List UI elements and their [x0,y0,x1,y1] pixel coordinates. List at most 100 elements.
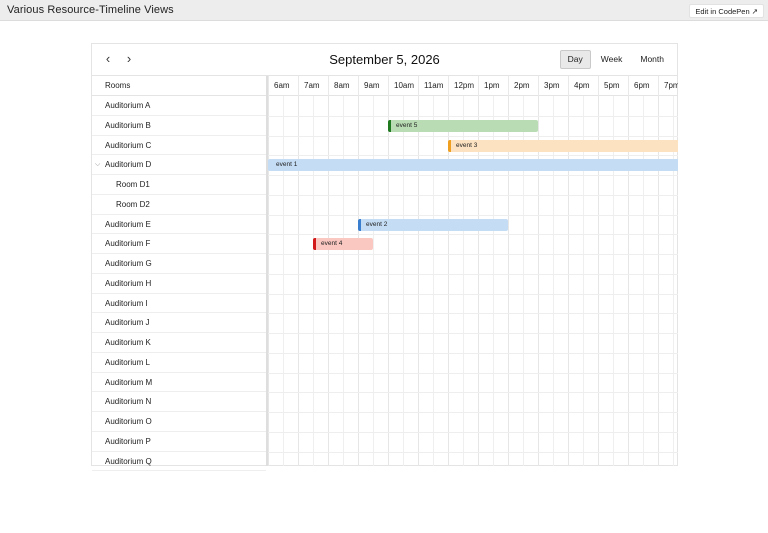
top-bar: Various Resource-Timeline Views Edit in … [0,0,768,21]
resource-row: Auditorium K [92,333,266,353]
view-month-button[interactable]: Month [640,54,664,64]
time-slot-label: 10am [388,76,418,96]
calendar-date-title: September 5, 2026 [329,52,440,67]
next-chevron-icon[interactable]: › [126,51,132,66]
time-slot-label: 8am [328,76,358,96]
grid-line [433,96,434,466]
event-bar[interactable]: event 3 [448,139,678,152]
calendar-toolbar: ‹ › September 5, 2026 Day Week Month [92,44,677,76]
resource-column: Rooms Auditorium A Auditorium B Auditorium… [92,76,268,472]
grid-line [493,96,494,466]
resource-label: Auditorium L [105,357,150,367]
resource-row: Auditorium C [92,136,266,156]
row-divider [268,431,678,433]
resource-label: Room D2 [116,199,150,209]
resource-row: Auditorium E [92,215,266,235]
event-bar[interactable]: event 1 [268,159,678,172]
view-day-button[interactable]: Day [559,50,591,69]
resource-row: Room D1 [92,175,266,195]
resource-row: Auditorium F [92,234,266,254]
grid-line [418,96,419,466]
row-divider [268,234,678,236]
prev-chevron-icon[interactable]: ‹ [105,51,111,66]
grid-line [613,96,614,466]
row-divider [268,412,678,413]
event-bar[interactable]: event 5 [388,119,538,132]
grid-line [598,96,599,466]
row-divider [268,293,678,295]
grid-line [298,96,299,466]
resource-row: Auditorium G [92,254,266,274]
row-divider [268,155,678,157]
resource-row: Auditorium J [92,313,266,333]
resource-label: Auditorium F [105,239,151,249]
calendar: ‹ › September 5, 2026 Day Week Month Roo… [91,43,678,472]
time-slot-label: 9am [358,76,388,96]
page-title: Various Resource-Timeline Views [7,4,174,16]
resource-label: Auditorium P [105,436,151,446]
time-slot-label: 11am [418,76,448,96]
time-slot-label: 6pm [628,76,658,96]
row-divider [268,392,678,394]
resource-label: Auditorium I [105,298,148,308]
resource-row: Auditorium Q [92,452,266,472]
time-slot-label: 5pm [598,76,628,96]
time-slot-label: 1pm [478,76,508,96]
grid-line [268,96,269,466]
row-divider [268,135,678,137]
grid-line [283,96,284,466]
view-switcher: Day Week Month [559,50,672,69]
row-divider [268,372,678,374]
grid-line [643,96,644,466]
grid-line [478,96,479,466]
grid-line [448,96,449,466]
resource-row: Auditorium B [92,116,266,136]
row-divider [268,194,678,196]
resource-label: Auditorium M [105,377,153,387]
resource-label: Auditorium O [105,417,152,426]
time-slot-label: 7am [298,76,328,96]
row-divider [268,313,678,315]
time-slot-label: 6am [268,76,298,96]
resource-label: Auditorium J [105,318,150,328]
event-bar[interactable]: event 4 [313,238,373,251]
resource-row: Auditorium A [92,96,266,116]
grid-line [523,96,524,466]
grid-line [553,96,554,466]
view-week-button[interactable]: Week [600,54,623,64]
row-divider [268,214,678,216]
grid-line [388,96,389,466]
time-slot-label: 3pm [538,76,568,96]
resource-label: Auditorium A [105,101,151,110]
grid-line [463,96,464,466]
timeline-grid[interactable]: 6am 7am 8am 9am 10am 11am 12pm 1pm 2pm 3pm 4pm 5pm 6… [268,76,678,466]
resource-label: Auditorium N [105,397,152,407]
edit-in-codepen-button[interactable]: Edit in CodePen ↗ [689,4,764,18]
grid-line [658,96,659,466]
grid-line [343,96,344,466]
resource-row: Auditorium I [92,294,266,314]
grid-line [508,96,509,466]
resource-row: Auditorium P [92,432,266,452]
resource-label: Auditorium E [105,219,151,229]
expand-chevron-icon[interactable]: ⌵ [95,161,101,169]
resource-row: Room D2 [92,195,266,215]
row-divider [268,333,678,334]
row-divider [268,115,678,117]
resource-row: Auditorium M [92,373,266,393]
row-divider [268,451,678,453]
time-slot-label: 7pm [658,76,678,96]
resource-label: Auditorium H [105,278,152,288]
grid-line [538,96,539,466]
time-slot-label: 4pm [568,76,598,96]
time-slot-label: 12pm [448,76,478,96]
grid-line [373,96,374,466]
row-divider [268,254,678,255]
grid-line [568,96,569,466]
resource-label: Auditorium G [105,259,152,268]
resource-label: Room D1 [116,180,150,189]
resource-label: Auditorium Q [105,456,152,466]
resource-row: ⌵ Auditorium D [92,155,266,175]
event-bar[interactable]: event 2 [358,218,508,231]
resource-row: Auditorium H [92,274,266,294]
